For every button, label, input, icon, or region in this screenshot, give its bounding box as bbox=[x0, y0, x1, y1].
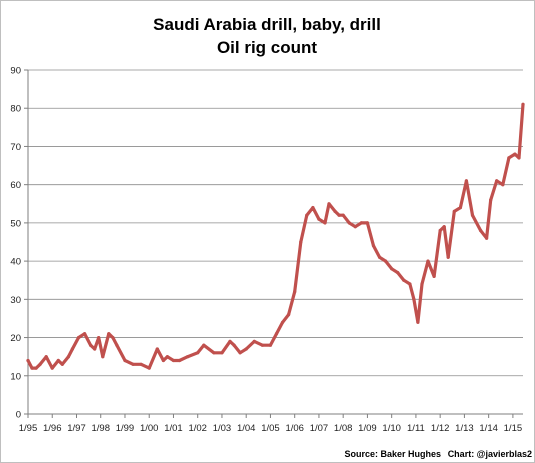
series-line bbox=[26, 102, 525, 370]
x-tick-label: 1/07 bbox=[310, 423, 329, 434]
y-tick-label: 80 bbox=[10, 104, 21, 115]
x-tick-label: 1/12 bbox=[431, 423, 450, 434]
x-tick-label: 1/95 bbox=[19, 423, 38, 434]
y-tick-label: 60 bbox=[10, 180, 21, 191]
y-tick-label: 10 bbox=[10, 371, 21, 382]
credit-label: Chart: @javierblas2 bbox=[448, 449, 532, 459]
x-tick-label: 1/14 bbox=[479, 423, 498, 434]
x-tick-label: 1/11 bbox=[407, 423, 425, 434]
x-tick-label: 1/05 bbox=[261, 423, 280, 434]
chart-title: Saudi Arabia drill, baby, drill bbox=[153, 15, 381, 34]
y-tick-label: 50 bbox=[10, 218, 21, 229]
x-tick-label: 1/10 bbox=[382, 423, 401, 434]
y-tick-label: 20 bbox=[10, 333, 21, 344]
x-tick-label: 1/97 bbox=[67, 423, 86, 434]
x-tick-label: 1/03 bbox=[213, 423, 232, 434]
x-tick-label: 1/01 bbox=[164, 423, 183, 434]
y-tick-label: 40 bbox=[10, 257, 21, 268]
chart-subtitle: Oil rig count bbox=[217, 38, 317, 57]
y-tick-label: 0 bbox=[16, 410, 21, 421]
x-tick-label: 1/13 bbox=[455, 423, 474, 434]
x-tick-label: 1/00 bbox=[140, 423, 159, 434]
source-label: Source: Baker Hughes bbox=[344, 449, 441, 459]
x-tick-label: 1/06 bbox=[285, 423, 304, 434]
x-axis-tick-labels: 1/95 1/96 1/97 1/98 1/99 1/00 1/01 1/02 1/03 1/04… bbox=[19, 414, 522, 434]
x-tick-label: 1/04 bbox=[237, 423, 256, 434]
x-tick-label: 1/09 bbox=[358, 423, 377, 434]
x-tick-label: 1/02 bbox=[188, 423, 207, 434]
x-tick-label: 1/96 bbox=[43, 423, 62, 434]
x-tick-label: 1/99 bbox=[116, 423, 135, 434]
x-tick-label: 1/15 bbox=[504, 423, 523, 434]
y-tick-label: 70 bbox=[10, 142, 21, 153]
y-tick-label: 30 bbox=[10, 295, 21, 306]
y-axis-tick-labels: 0 10 20 30 40 50 60 70 80 90 bbox=[10, 66, 28, 421]
gridlines bbox=[28, 69, 523, 377]
y-tick-label: 90 bbox=[10, 66, 21, 77]
x-tick-label: 1/98 bbox=[91, 423, 110, 434]
x-tick-label: 1/08 bbox=[334, 423, 353, 434]
